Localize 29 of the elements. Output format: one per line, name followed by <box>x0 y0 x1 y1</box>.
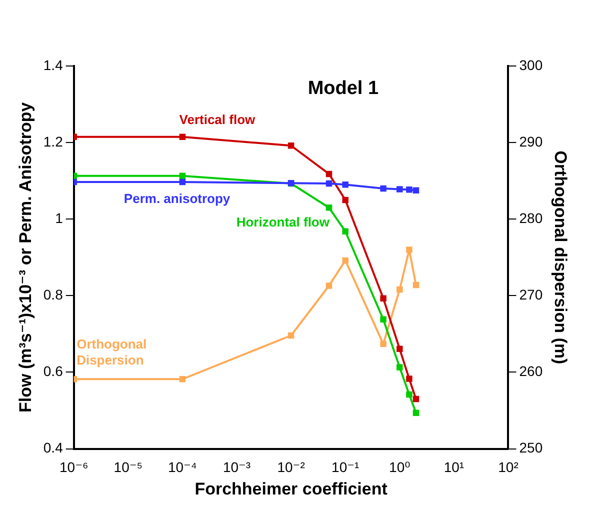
x-tick-label: 10² <box>498 459 519 476</box>
x-tick-label: 10¹ <box>444 459 464 476</box>
y-tick-label: 1.2 <box>43 133 64 150</box>
series-label: Horizontal flow <box>236 214 330 230</box>
y-tick-label: 1 <box>55 210 64 226</box>
x-tick-label: 10⁻⁶ <box>59 459 88 476</box>
x-tick-label: 10⁻⁴ <box>168 459 197 476</box>
y2-tick-label: 270 <box>519 286 543 303</box>
x-tick-label: 10⁻² <box>277 459 306 476</box>
x-tick-label: 10⁻⁵ <box>114 459 143 476</box>
y2-axis-title: Orthogonal dispersion (m) <box>551 150 570 364</box>
y-axis-title: Flow (m³s⁻¹)x10⁻³ or Perm. Anisotropy <box>16 102 35 412</box>
y2-tick-label: 250 <box>519 440 543 456</box>
x-tick-label: 10⁻¹ <box>332 459 360 476</box>
y2-tick-label: 290 <box>519 133 543 150</box>
series-label: Orthogonal Dispersion <box>76 336 147 368</box>
text: Model 1 <box>308 78 379 100</box>
series-label: Vertical flow <box>179 112 256 127</box>
y-tick-label: 0.6 <box>43 363 64 380</box>
y2-tick-label: 300 <box>519 56 543 73</box>
series-label: Perm. anisotropy <box>124 190 231 206</box>
y-tick-label: 0.4 <box>43 440 64 456</box>
y-tick-label: 1.4 <box>43 56 64 73</box>
x-tick-label: 10⁻³ <box>222 459 251 476</box>
x-tick-label: 10⁰ <box>389 459 411 476</box>
y2-tick-label: 260 <box>519 363 543 380</box>
y-tick-label: 0.8 <box>43 286 64 303</box>
x-axis-title: Forchheimer coefficient <box>194 479 388 498</box>
y2-tick-label: 280 <box>519 210 543 226</box>
